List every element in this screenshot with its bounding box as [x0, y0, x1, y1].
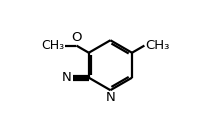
- Text: N: N: [62, 71, 72, 84]
- Text: O: O: [71, 31, 82, 44]
- Text: CH₃: CH₃: [145, 39, 170, 52]
- Text: CH₃: CH₃: [41, 39, 64, 52]
- Text: N: N: [105, 91, 115, 104]
